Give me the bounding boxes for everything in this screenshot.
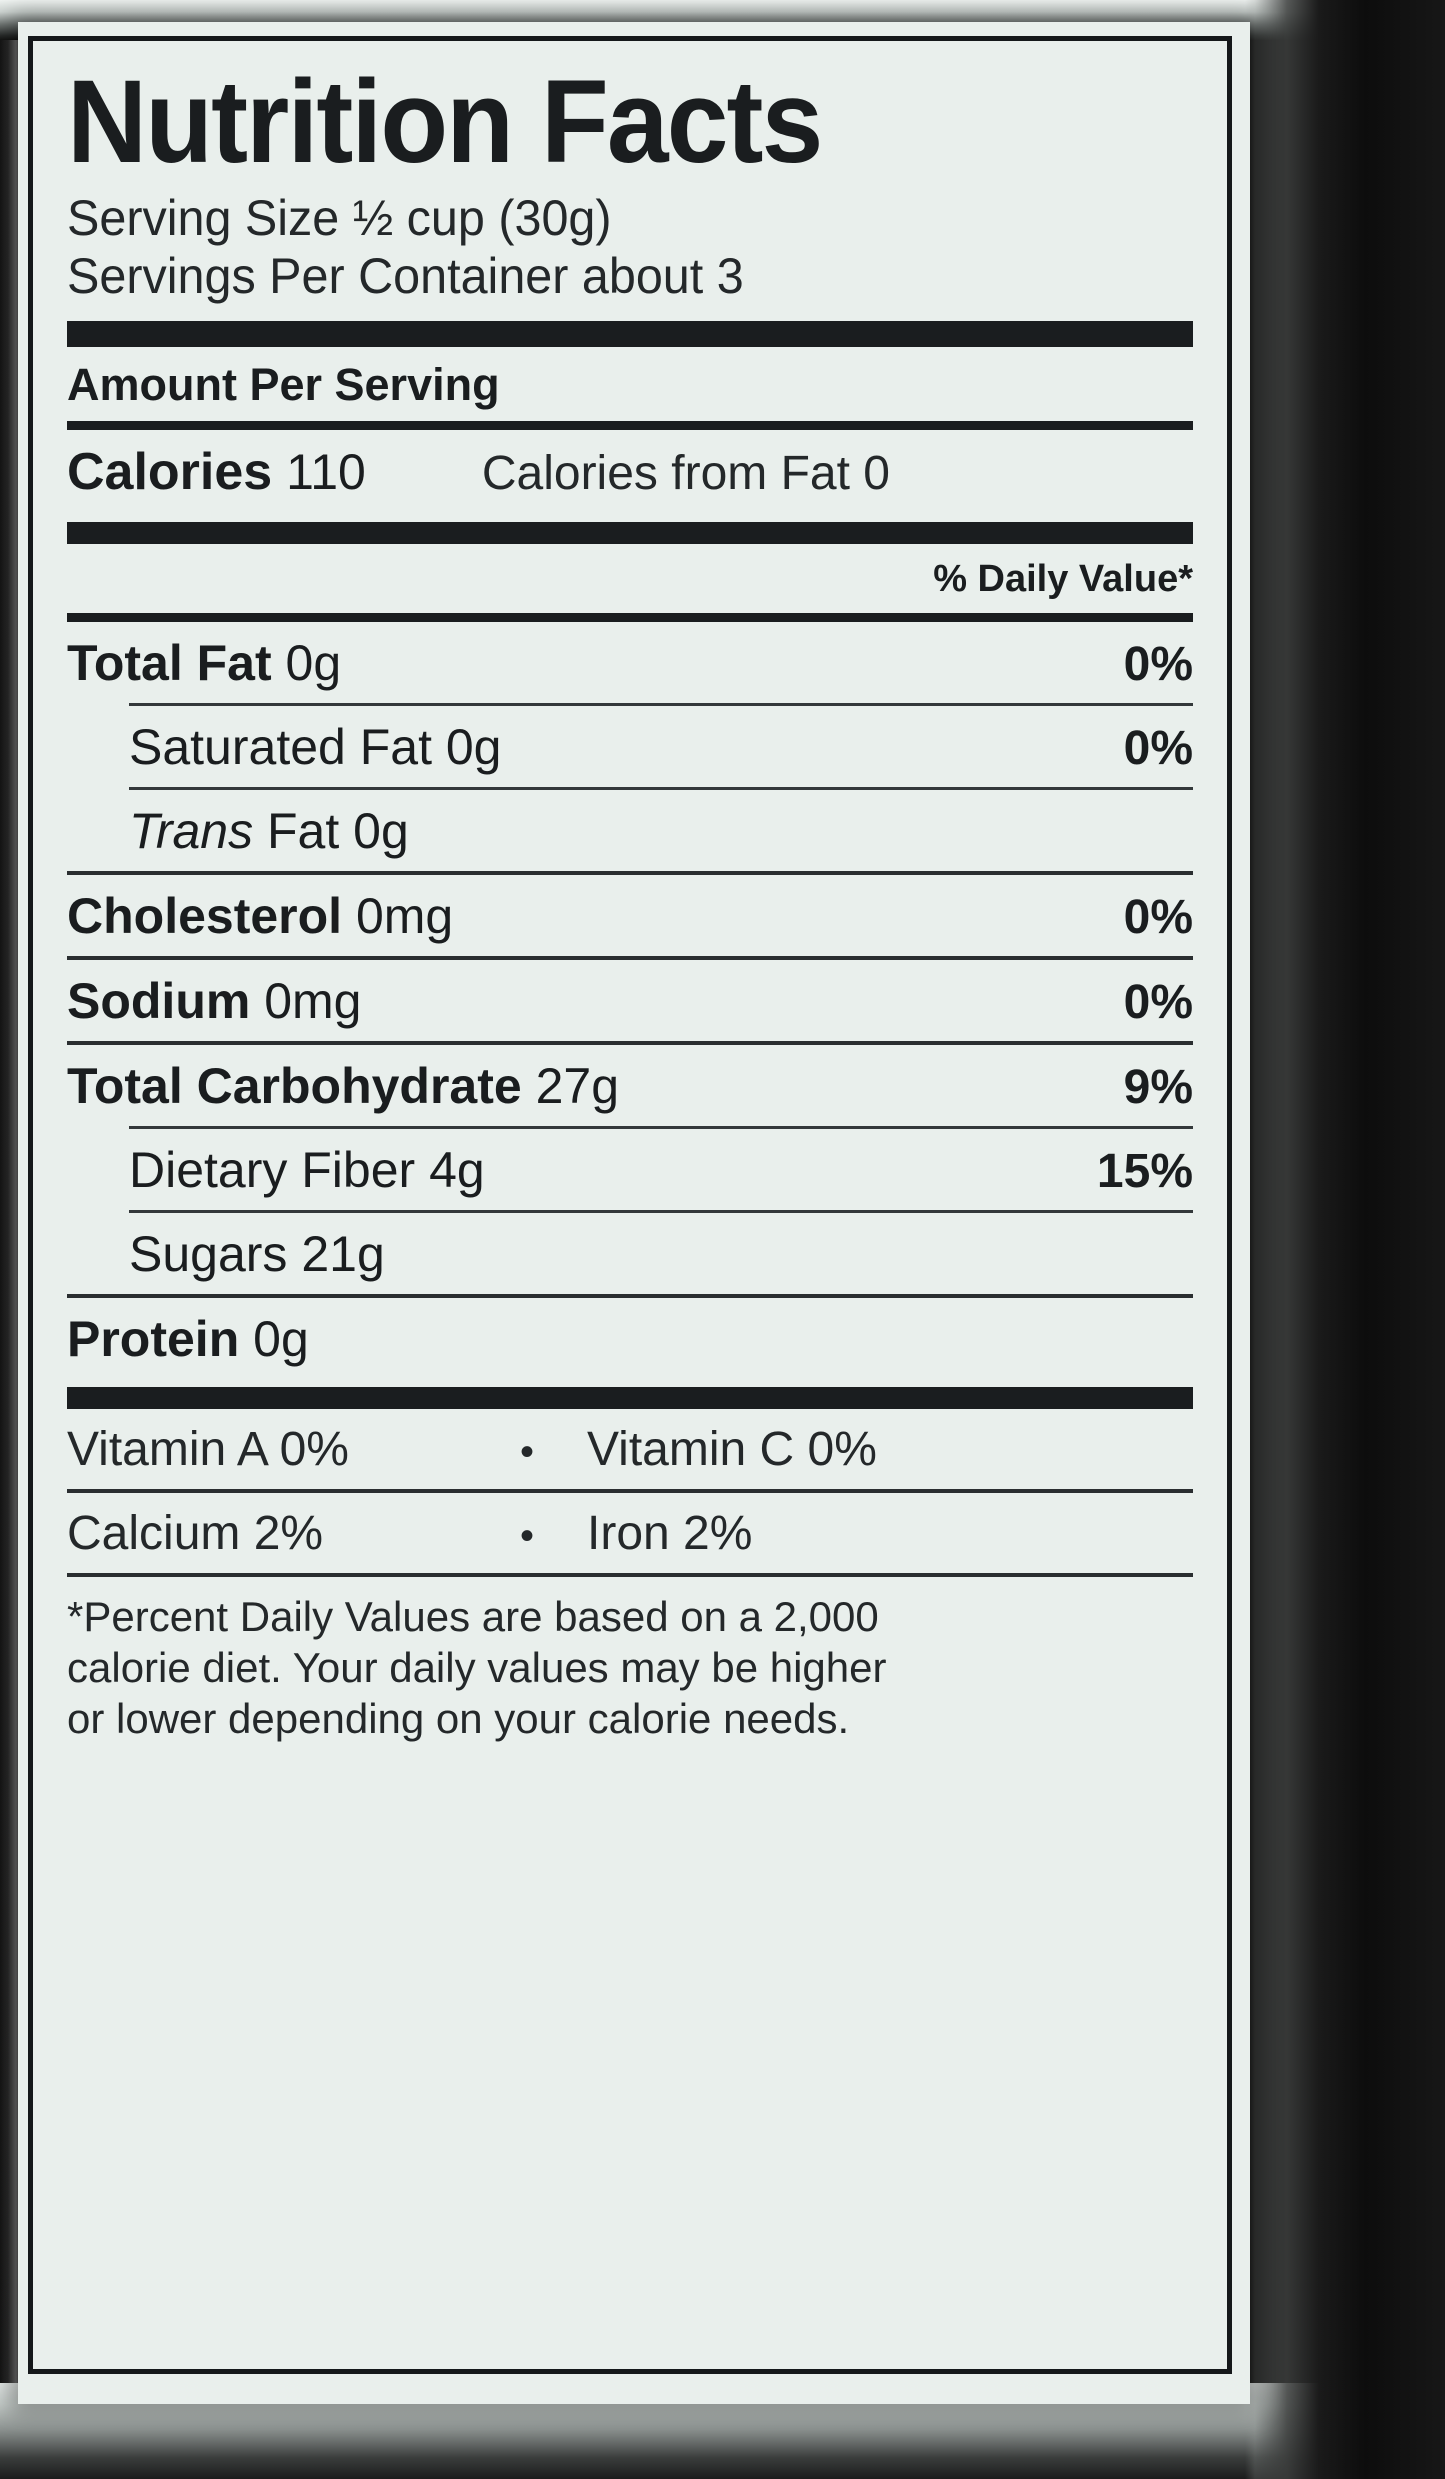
nutrient-amount: 21g: [287, 1226, 385, 1282]
nutrient-rows-container: Total Fat 0g 0% Saturated Fat 0g 0% Trans Fa…: [67, 622, 1193, 1379]
daily-value-header: % Daily Value*: [933, 558, 1193, 600]
nutrient-daily-value: 0%: [1123, 722, 1193, 775]
nutrient-name: Saturated Fat: [129, 719, 432, 775]
amount-per-serving-heading: Amount Per Serving: [67, 359, 500, 410]
divider-thick-vitamins: [67, 1387, 1193, 1409]
nutrient-row: Dietary Fiber 4g 15%: [67, 1129, 1193, 1210]
nutrient-daily-value: 0%: [1123, 638, 1193, 691]
nutrient-name: Sodium: [67, 973, 251, 1029]
nutrient-label: Total Carbohydrate 27g: [67, 1057, 619, 1115]
nutrient-label: Dietary Fiber 4g: [129, 1141, 485, 1199]
nutrient-row: Sodium 0mg 0%: [67, 960, 1193, 1041]
vitamin-right-value: Iron 2%: [587, 1507, 753, 1560]
nutrient-label: Total Fat 0g: [67, 634, 341, 692]
page-title: Nutrition Facts: [67, 56, 823, 188]
divider-thin: [67, 1041, 1193, 1045]
footnote-line: or lower depending on your calorie needs…: [67, 1695, 850, 1743]
serving-info-block: Serving Size ½ cup (30g) Servings Per Co…: [67, 189, 1193, 305]
vitamin-left-value: Calcium 2%: [67, 1507, 324, 1560]
vitamin-right-value: Vitamin C 0%: [587, 1423, 877, 1476]
divider-thin: [67, 956, 1193, 960]
divider-thick-dv: [67, 522, 1193, 544]
vitamin-row: Calcium 2% • Iron 2%: [67, 1493, 1193, 1573]
nutrient-amount: 0mg: [250, 973, 362, 1029]
nutrient-name: Total Carbohydrate: [67, 1058, 522, 1114]
nutrient-amount: 4g: [415, 1142, 485, 1198]
divider-thin: [67, 1294, 1193, 1298]
daily-value-footnote: *Percent Daily Values are based on a 2,0…: [67, 1577, 1193, 1745]
nutrient-amount: Fat 0g: [253, 803, 409, 859]
divider-thin: [129, 1210, 1193, 1213]
divider-thin: [67, 1489, 1193, 1493]
nutrient-label: Protein 0g: [67, 1310, 309, 1368]
divider-thin: [129, 703, 1193, 706]
calories-value: 110: [286, 444, 366, 500]
nutrient-daily-value: 0%: [1123, 891, 1193, 944]
divider-thin: [67, 871, 1193, 875]
nutrient-row: Total Carbohydrate 27g 9%: [67, 1045, 1193, 1126]
nutrient-row: Cholesterol 0mg 0%: [67, 875, 1193, 956]
nutrient-label: Trans Fat 0g: [129, 802, 409, 860]
nutrient-row: Saturated Fat 0g 0%: [67, 706, 1193, 787]
divider-thick-top: [67, 321, 1193, 347]
nutrient-name: Protein: [67, 1311, 240, 1367]
divider-thin: [129, 787, 1193, 790]
nutrient-name: Cholesterol: [67, 888, 343, 944]
divider-thin: [129, 1126, 1193, 1129]
bullet-separator-icon: •: [519, 1514, 534, 1558]
vitamin-row: Vitamin A 0% • Vitamin C 0%: [67, 1409, 1193, 1489]
nutrition-label-card: Nutrition Facts Serving Size ½ cup (30g)…: [18, 22, 1250, 2404]
calories-row: Calories 110 Calories from Fat 0: [67, 430, 1193, 514]
calories-label: Calories: [67, 443, 273, 501]
nutrient-amount: 0mg: [342, 888, 454, 944]
nutrient-amount: 0g: [431, 719, 502, 775]
package-right-shadow: [1245, 0, 1445, 2479]
calories-from-fat-text: Calories from Fat 0: [481, 447, 890, 500]
nutrient-row: Protein 0g: [67, 1298, 1193, 1379]
calories-text: Calories 110: [67, 442, 366, 502]
servings-per-container-text: Servings Per Container about 3: [67, 248, 744, 304]
vitamin-rows-container: Vitamin A 0% • Vitamin C 0% Calcium 2% • Iron…: [67, 1409, 1193, 1573]
nutrient-label: Sodium 0mg: [67, 972, 362, 1030]
nutrition-facts-panel: Nutrition Facts Serving Size ½ cup (30g)…: [28, 36, 1232, 2374]
divider-thin-footnote: [67, 1573, 1193, 1577]
nutrient-daily-value: 15%: [1096, 1145, 1193, 1198]
divider-medium-nutrients: [67, 613, 1193, 622]
nutrient-row: Total Fat 0g 0%: [67, 622, 1193, 703]
divider-medium-calories: [67, 421, 1193, 430]
nutrient-name: Dietary Fiber: [129, 1142, 416, 1198]
nutrient-daily-value: 9%: [1123, 1061, 1193, 1114]
serving-size-text: Serving Size ½ cup (30g): [67, 190, 612, 246]
nutrient-label: Sugars 21g: [129, 1225, 385, 1283]
footnote-line: *Percent Daily Values are based on a 2,0…: [67, 1593, 879, 1640]
bullet-separator-icon: •: [519, 1430, 534, 1474]
nutrient-name: Trans: [129, 803, 254, 859]
nutrient-amount: 0g: [271, 635, 342, 691]
footnote-line: calorie diet. Your daily values may be h…: [67, 1644, 887, 1692]
vitamin-left-value: Vitamin A 0%: [67, 1423, 349, 1476]
nutrient-amount: 0g: [239, 1311, 309, 1367]
nutrient-row: Sugars 21g: [67, 1213, 1193, 1294]
nutrient-row: Trans Fat 0g: [67, 790, 1193, 871]
nutrient-amount: 27g: [521, 1058, 620, 1114]
nutrient-name: Total Fat: [67, 635, 272, 691]
nutrient-name: Sugars: [129, 1226, 288, 1282]
nutrient-label: Cholesterol 0mg: [67, 887, 453, 945]
nutrient-label: Saturated Fat 0g: [129, 718, 501, 776]
nutrient-daily-value: 0%: [1123, 976, 1193, 1029]
